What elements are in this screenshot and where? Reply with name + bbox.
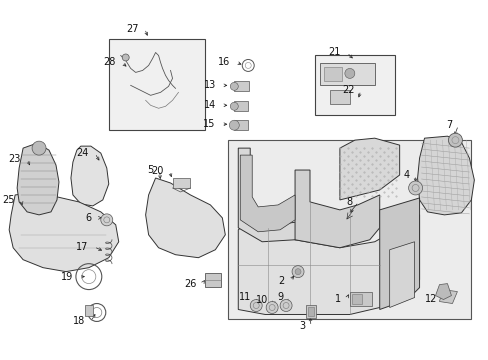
Polygon shape — [238, 215, 419, 315]
Text: 6: 6 — [85, 213, 92, 223]
Text: 22: 22 — [342, 85, 354, 95]
Bar — [305, 305, 315, 319]
Polygon shape — [417, 136, 473, 215]
Circle shape — [250, 300, 262, 311]
Text: 25: 25 — [2, 195, 15, 205]
Bar — [234, 81, 249, 91]
Polygon shape — [435, 284, 450, 300]
Text: 16: 16 — [218, 58, 230, 67]
Text: 20: 20 — [151, 166, 163, 176]
Text: 23: 23 — [9, 154, 21, 164]
Polygon shape — [17, 143, 59, 215]
Circle shape — [230, 82, 238, 90]
Text: 27: 27 — [126, 24, 139, 33]
Text: 21: 21 — [328, 48, 340, 58]
Circle shape — [294, 269, 301, 275]
Polygon shape — [71, 146, 108, 206]
Bar — [85, 305, 93, 316]
Text: 10: 10 — [255, 294, 267, 305]
Bar — [234, 101, 248, 111]
Text: 3: 3 — [298, 321, 305, 332]
Text: 28: 28 — [103, 58, 116, 67]
Text: 7: 7 — [445, 120, 451, 130]
Text: 24: 24 — [76, 148, 89, 158]
Text: 14: 14 — [203, 100, 216, 110]
Polygon shape — [389, 242, 414, 307]
Text: 17: 17 — [75, 242, 88, 252]
Text: 19: 19 — [61, 272, 73, 282]
Text: 13: 13 — [203, 80, 216, 90]
Circle shape — [291, 266, 304, 278]
Text: 26: 26 — [183, 279, 196, 289]
Polygon shape — [339, 138, 399, 200]
Circle shape — [408, 181, 422, 195]
Circle shape — [447, 133, 462, 147]
Bar — [228, 140, 470, 319]
Text: 11: 11 — [239, 292, 251, 302]
Text: 9: 9 — [276, 292, 283, 302]
Text: 2: 2 — [277, 276, 284, 285]
Bar — [205, 273, 221, 287]
Circle shape — [101, 214, 113, 226]
Text: 15: 15 — [203, 119, 215, 129]
Text: 4: 4 — [403, 170, 409, 180]
Circle shape — [32, 141, 46, 155]
Circle shape — [230, 102, 238, 110]
Bar — [323, 67, 341, 81]
Bar — [314, 55, 394, 115]
Polygon shape — [145, 178, 225, 258]
Circle shape — [122, 54, 129, 61]
Text: 5: 5 — [147, 165, 153, 175]
Polygon shape — [294, 170, 379, 248]
Polygon shape — [379, 198, 419, 310]
Bar — [319, 63, 374, 85]
Text: 12: 12 — [424, 293, 437, 303]
Bar — [329, 90, 349, 104]
Bar — [307, 306, 313, 316]
Polygon shape — [9, 193, 119, 272]
Circle shape — [265, 302, 278, 314]
Circle shape — [344, 68, 354, 78]
Polygon shape — [238, 148, 319, 242]
Text: 18: 18 — [73, 316, 85, 327]
Polygon shape — [439, 289, 456, 303]
Text: 1: 1 — [334, 293, 340, 303]
Bar — [351, 293, 361, 303]
Text: 8: 8 — [346, 197, 352, 207]
Circle shape — [280, 300, 291, 311]
Bar — [108, 39, 205, 130]
Bar — [234, 120, 248, 130]
Bar — [172, 178, 190, 188]
Polygon shape — [240, 155, 294, 232]
Circle shape — [229, 120, 239, 130]
Bar — [349, 292, 371, 306]
